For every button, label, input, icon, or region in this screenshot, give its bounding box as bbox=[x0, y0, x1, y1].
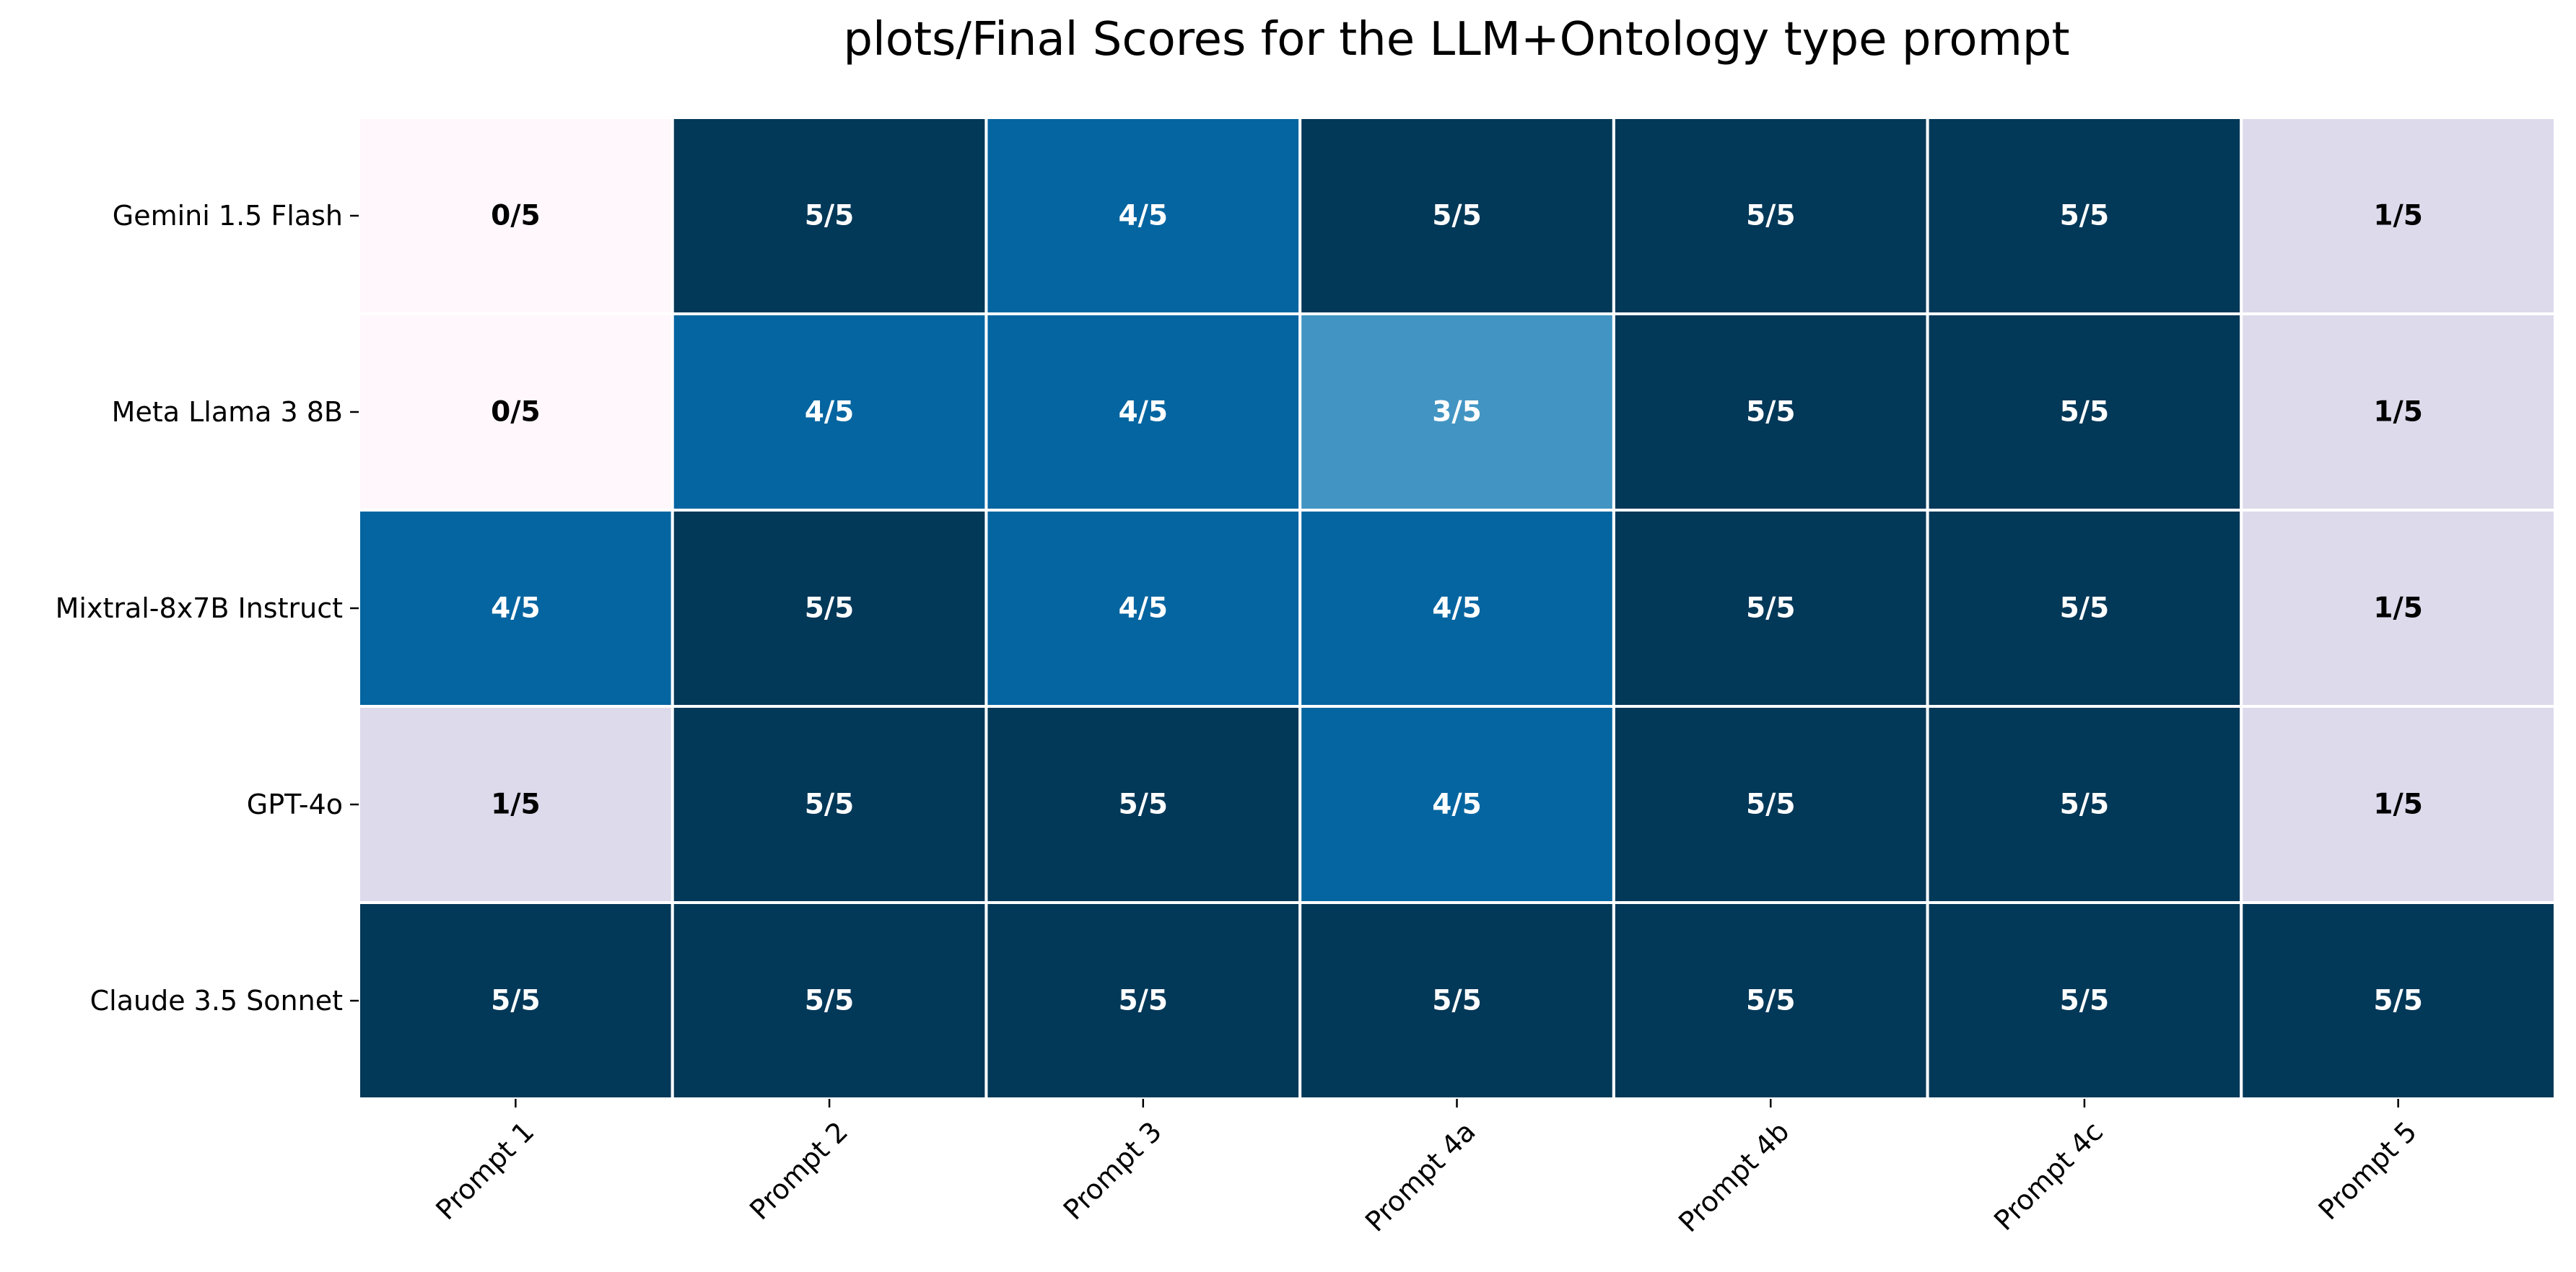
chart-title: plots/Final Scores for the LLM+Ontology … bbox=[843, 13, 2069, 66]
cell-annotation: 5/5 bbox=[805, 789, 855, 821]
cell-annotation: 4/5 bbox=[1119, 200, 1169, 232]
cell-annotation: 5/5 bbox=[1746, 396, 1796, 429]
heatmap-cell bbox=[1612, 509, 1929, 708]
heatmap-cell bbox=[671, 705, 988, 904]
heatmap-cells bbox=[357, 116, 2557, 1100]
cell-annotation: 0/5 bbox=[491, 200, 541, 232]
cell-annotation: 0/5 bbox=[491, 396, 541, 429]
cell-annotation: 5/5 bbox=[1432, 985, 1482, 1017]
heatmap-cell bbox=[1926, 705, 2243, 904]
cell-annotations: 0/5 5/5 4/5 5/5 5/5 5/5 1/5 0/5 4/5 4/5 3/5 5/5 5/5 1… bbox=[491, 200, 2423, 1017]
heatmap-cell bbox=[2240, 705, 2557, 904]
heatmap-cell bbox=[1612, 116, 1929, 315]
x-tick-label: Prompt 3 bbox=[1057, 1115, 1168, 1226]
cell-annotation: 5/5 bbox=[1746, 789, 1796, 821]
cell-annotation: 5/5 bbox=[2060, 592, 2110, 625]
cell-annotation: 5/5 bbox=[491, 985, 541, 1017]
heatmap-cell bbox=[984, 116, 1302, 315]
x-tick-label: Prompt 1 bbox=[429, 1115, 540, 1226]
cell-annotation: 4/5 bbox=[1119, 396, 1169, 429]
cell-annotation: 5/5 bbox=[1746, 200, 1796, 232]
x-tick-label: Prompt 5 bbox=[2313, 1115, 2423, 1226]
column-labels: Prompt 1 Prompt 2 Prompt 3 Prompt 4a Prompt … bbox=[429, 1099, 2423, 1238]
heatmap-cell bbox=[1298, 705, 1615, 904]
cell-annotation: 4/5 bbox=[805, 396, 855, 429]
cell-annotation: 5/5 bbox=[805, 592, 855, 625]
heatmap-cell bbox=[2240, 509, 2557, 708]
cell-annotation: 1/5 bbox=[491, 789, 541, 821]
heatmap-cell bbox=[1612, 312, 1929, 512]
y-tick-label: Meta Llama 3 8B bbox=[112, 396, 343, 428]
cell-annotation: 4/5 bbox=[1432, 592, 1482, 625]
cell-annotation: 5/5 bbox=[805, 200, 855, 232]
y-tick-label: Claude 3.5 Sonnet bbox=[90, 985, 343, 1017]
cell-annotation: 5/5 bbox=[1119, 985, 1169, 1017]
x-tick-label: Prompt 2 bbox=[743, 1115, 854, 1226]
heatmap-cell bbox=[1298, 509, 1615, 708]
cell-annotation: 5/5 bbox=[2060, 396, 2110, 429]
heatmap-cell bbox=[1926, 509, 2243, 708]
x-tick-label: Prompt 4b bbox=[1672, 1115, 1795, 1238]
y-tick-label: Mixtral-8x7B Instruct bbox=[56, 592, 343, 624]
heatmap-cell bbox=[1298, 116, 1615, 315]
y-tick-label: Gemini 1.5 Flash bbox=[113, 200, 343, 232]
cell-annotation: 1/5 bbox=[2373, 200, 2423, 232]
cell-annotation: 4/5 bbox=[1432, 789, 1482, 821]
heatmap-cell bbox=[984, 312, 1302, 512]
heatmap-cell bbox=[1926, 116, 2243, 315]
heatmap-cell bbox=[671, 116, 988, 315]
cell-annotation: 3/5 bbox=[1432, 396, 1482, 429]
cell-annotation: 5/5 bbox=[2060, 985, 2110, 1017]
heatmap-cell bbox=[2240, 312, 2557, 512]
cell-annotation: 5/5 bbox=[2373, 985, 2423, 1017]
cell-annotation: 5/5 bbox=[1119, 789, 1169, 821]
cell-annotation: 5/5 bbox=[805, 985, 855, 1017]
x-tick-label: Prompt 4c bbox=[1988, 1115, 2109, 1237]
heatmap-cell bbox=[984, 509, 1302, 708]
cell-annotation: 1/5 bbox=[2373, 789, 2423, 821]
cell-annotation: 5/5 bbox=[1432, 200, 1482, 232]
cell-annotation: 5/5 bbox=[1746, 592, 1796, 625]
cell-annotation: 5/5 bbox=[2060, 789, 2110, 821]
cell-annotation: 5/5 bbox=[1746, 985, 1796, 1017]
cell-annotation: 4/5 bbox=[491, 592, 541, 625]
x-tick-label: Prompt 4a bbox=[1359, 1115, 1482, 1238]
y-tick-label: GPT-4o bbox=[247, 789, 343, 820]
heatmap-cell bbox=[984, 901, 1302, 1100]
cell-annotation: 1/5 bbox=[2373, 396, 2423, 429]
cell-annotation: 5/5 bbox=[2060, 200, 2110, 232]
row-labels: Gemini 1.5 Flash Meta Llama 3 8B Mixtral-8… bbox=[56, 200, 359, 1017]
heatmap-cell bbox=[357, 901, 674, 1100]
heatmap-cell bbox=[1926, 312, 2243, 512]
cell-annotation: 4/5 bbox=[1119, 592, 1169, 625]
cell-annotation: 1/5 bbox=[2373, 592, 2423, 625]
heatmap-cell bbox=[2240, 901, 2557, 1100]
heatmap-cell bbox=[357, 705, 674, 904]
heatmap-cell bbox=[357, 116, 674, 315]
heatmap-cell bbox=[671, 509, 988, 708]
